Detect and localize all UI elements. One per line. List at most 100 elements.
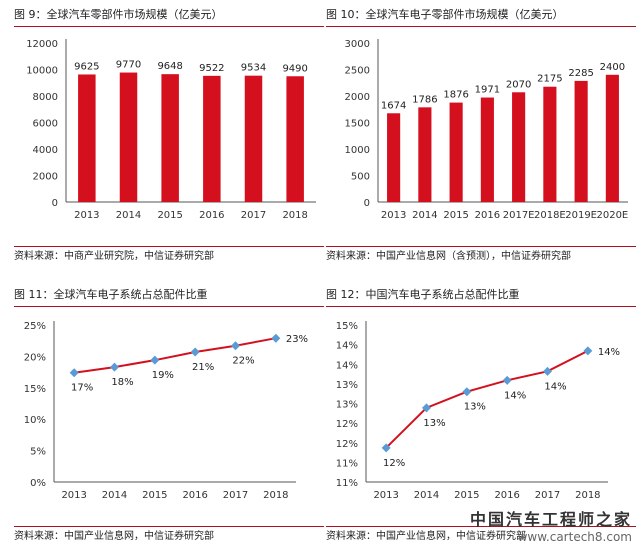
data-label: 9534: [241, 63, 266, 74]
x-tick-label: 2015: [454, 490, 479, 501]
bar: [574, 80, 588, 202]
x-tick-label: 2017: [241, 210, 266, 221]
bar-chart-global-electronics: 0 500 1000 1500 2000 2500 3000 2013 2014 2015 2016…: [345, 39, 628, 221]
data-label: 9490: [282, 63, 307, 74]
x-tick-label: 2020E: [596, 210, 628, 221]
bar: [119, 72, 138, 202]
watermark: 中国汽车工程师之家 www.cartech8.com: [470, 506, 632, 544]
chart-panel-global-share: 图 11：全球汽车电子系统占总配件比重 0% 5% 10% 15% 20% 25% 2013…: [14, 286, 324, 542]
bar: [512, 92, 526, 202]
x-tick-label: 2015: [443, 210, 468, 221]
x-tick-label: 2016: [199, 210, 224, 221]
bar: [449, 102, 463, 202]
y-tick-label: 12%: [336, 419, 358, 430]
data-label: 14%: [544, 381, 566, 392]
data-label: 14%: [504, 390, 526, 401]
chart-panel-global-electronics: 图 10：全球汽车电子零部件市场规模（亿美元） 0 500 1000 1500 2000…: [326, 6, 636, 262]
y-tick-label: 25%: [24, 321, 46, 332]
data-point: [583, 346, 593, 356]
line-chart-global-share: 0% 5% 10% 15% 20% 25% 2013 2014 2015 2016 2017 2018…: [24, 321, 308, 501]
x-tick-label: 2017E: [503, 210, 535, 221]
bar: [543, 86, 557, 202]
x-tick-label: 2014: [116, 210, 141, 221]
data-label: 17%: [71, 383, 93, 394]
y-tick-label: 10000: [26, 66, 58, 77]
x-tick-label: 2014: [414, 490, 439, 501]
chart-source: 资料来源：中国产业信息网，中信证券研究部: [14, 526, 324, 546]
chart-title: 图 12：中国汽车电子系统占总配件比重: [326, 286, 636, 307]
data-point: [543, 366, 552, 376]
y-tick-label: 2000: [345, 92, 370, 103]
data-label: 1876: [443, 90, 468, 101]
bar: [203, 75, 221, 202]
y-tick-label: 3000: [345, 39, 370, 50]
data-label: 2400: [600, 62, 625, 73]
series-line: [74, 337, 277, 374]
x-tick-label: 2016: [494, 490, 519, 501]
watermark-title: 中国汽车工程师之家: [469, 510, 632, 529]
data-point: [381, 443, 391, 453]
data-label: 9522: [199, 63, 224, 74]
y-tick-label: 1500: [345, 119, 370, 130]
bar-chart-global-parts: 0 2000 4000 6000 8000 10000 12000 2013 2014 2015 2…: [26, 39, 316, 221]
y-tick-label: 11%: [336, 478, 358, 489]
data-label: 22%: [232, 356, 254, 367]
chart-title: 图 10：全球汽车电子零部件市场规模（亿美元）: [326, 6, 636, 27]
bar: [161, 74, 179, 202]
chart-source: 资料来源：中商产业研究院，中信证券研究部: [14, 246, 324, 266]
x-tick-label: 2015: [157, 210, 182, 221]
y-tick-label: 0%: [30, 478, 46, 489]
x-tick-label: 2017: [535, 490, 560, 501]
x-tick-label: 2016: [475, 210, 500, 221]
chart-panel-china-share: 图 12：中国汽车电子系统占总配件比重 11% 11% 12% 12% 13% 13% 14…: [326, 286, 636, 542]
x-tick-label: 2018E: [534, 210, 566, 221]
x-tick-label: 2018: [263, 490, 288, 501]
x-tick-label: 2013: [373, 490, 398, 501]
data-label: 2175: [537, 74, 562, 85]
y-tick-label: 14%: [336, 360, 358, 371]
y-tick-label: 8000: [33, 92, 58, 103]
y-tick-label: 1000: [345, 145, 370, 156]
data-label: 2070: [506, 79, 531, 90]
data-label: 13%: [423, 418, 445, 429]
x-tick-label: 2019E: [565, 210, 597, 221]
y-tick-label: 12000: [26, 39, 58, 50]
chart-source: 资料来源：中国产业信息网，中信证券研究部: [326, 526, 636, 546]
x-tick-label: 2017: [223, 490, 248, 501]
chart-title: 图 9：全球汽车零部件市场规模（亿美元）: [14, 6, 324, 27]
data-point: [190, 347, 200, 357]
data-point: [150, 355, 160, 365]
y-tick-label: 10%: [24, 415, 46, 426]
data-label: 18%: [111, 377, 133, 388]
data-point: [231, 341, 240, 351]
y-tick-label: 2000: [33, 172, 58, 183]
chart-title: 图 11：全球汽车电子系统占总配件比重: [14, 286, 324, 307]
data-label: 1971: [475, 85, 500, 96]
y-tick-label: 0: [52, 198, 58, 209]
chart-panel-global-parts: 图 9：全球汽车零部件市场规模（亿美元） 0 2000 4000 6000 8000 10…: [14, 6, 324, 262]
x-tick-label: 2013: [61, 490, 86, 501]
bar: [387, 113, 401, 202]
x-tick-label: 2018: [575, 490, 600, 501]
x-tick-label: 2014: [102, 490, 127, 501]
x-tick-label: 2018: [282, 210, 307, 221]
bar: [418, 107, 432, 202]
y-tick-label: 500: [351, 172, 370, 183]
bar: [286, 76, 304, 202]
y-tick-label: 15%: [24, 384, 46, 395]
y-tick-label: 13%: [336, 380, 358, 391]
y-tick-label: 15%: [336, 321, 358, 332]
bar: [78, 74, 96, 202]
data-label: 19%: [152, 370, 174, 381]
data-label: 1786: [412, 94, 437, 105]
data-point: [69, 368, 79, 378]
x-tick-label: 2014: [412, 210, 437, 221]
data-point: [502, 375, 512, 385]
y-tick-label: 14%: [336, 341, 358, 352]
data-point: [110, 362, 119, 372]
data-point: [422, 403, 431, 413]
bar: [605, 74, 619, 202]
y-tick-label: 2500: [345, 66, 370, 77]
data-label: 12%: [383, 458, 405, 469]
data-label: 14%: [598, 347, 620, 358]
